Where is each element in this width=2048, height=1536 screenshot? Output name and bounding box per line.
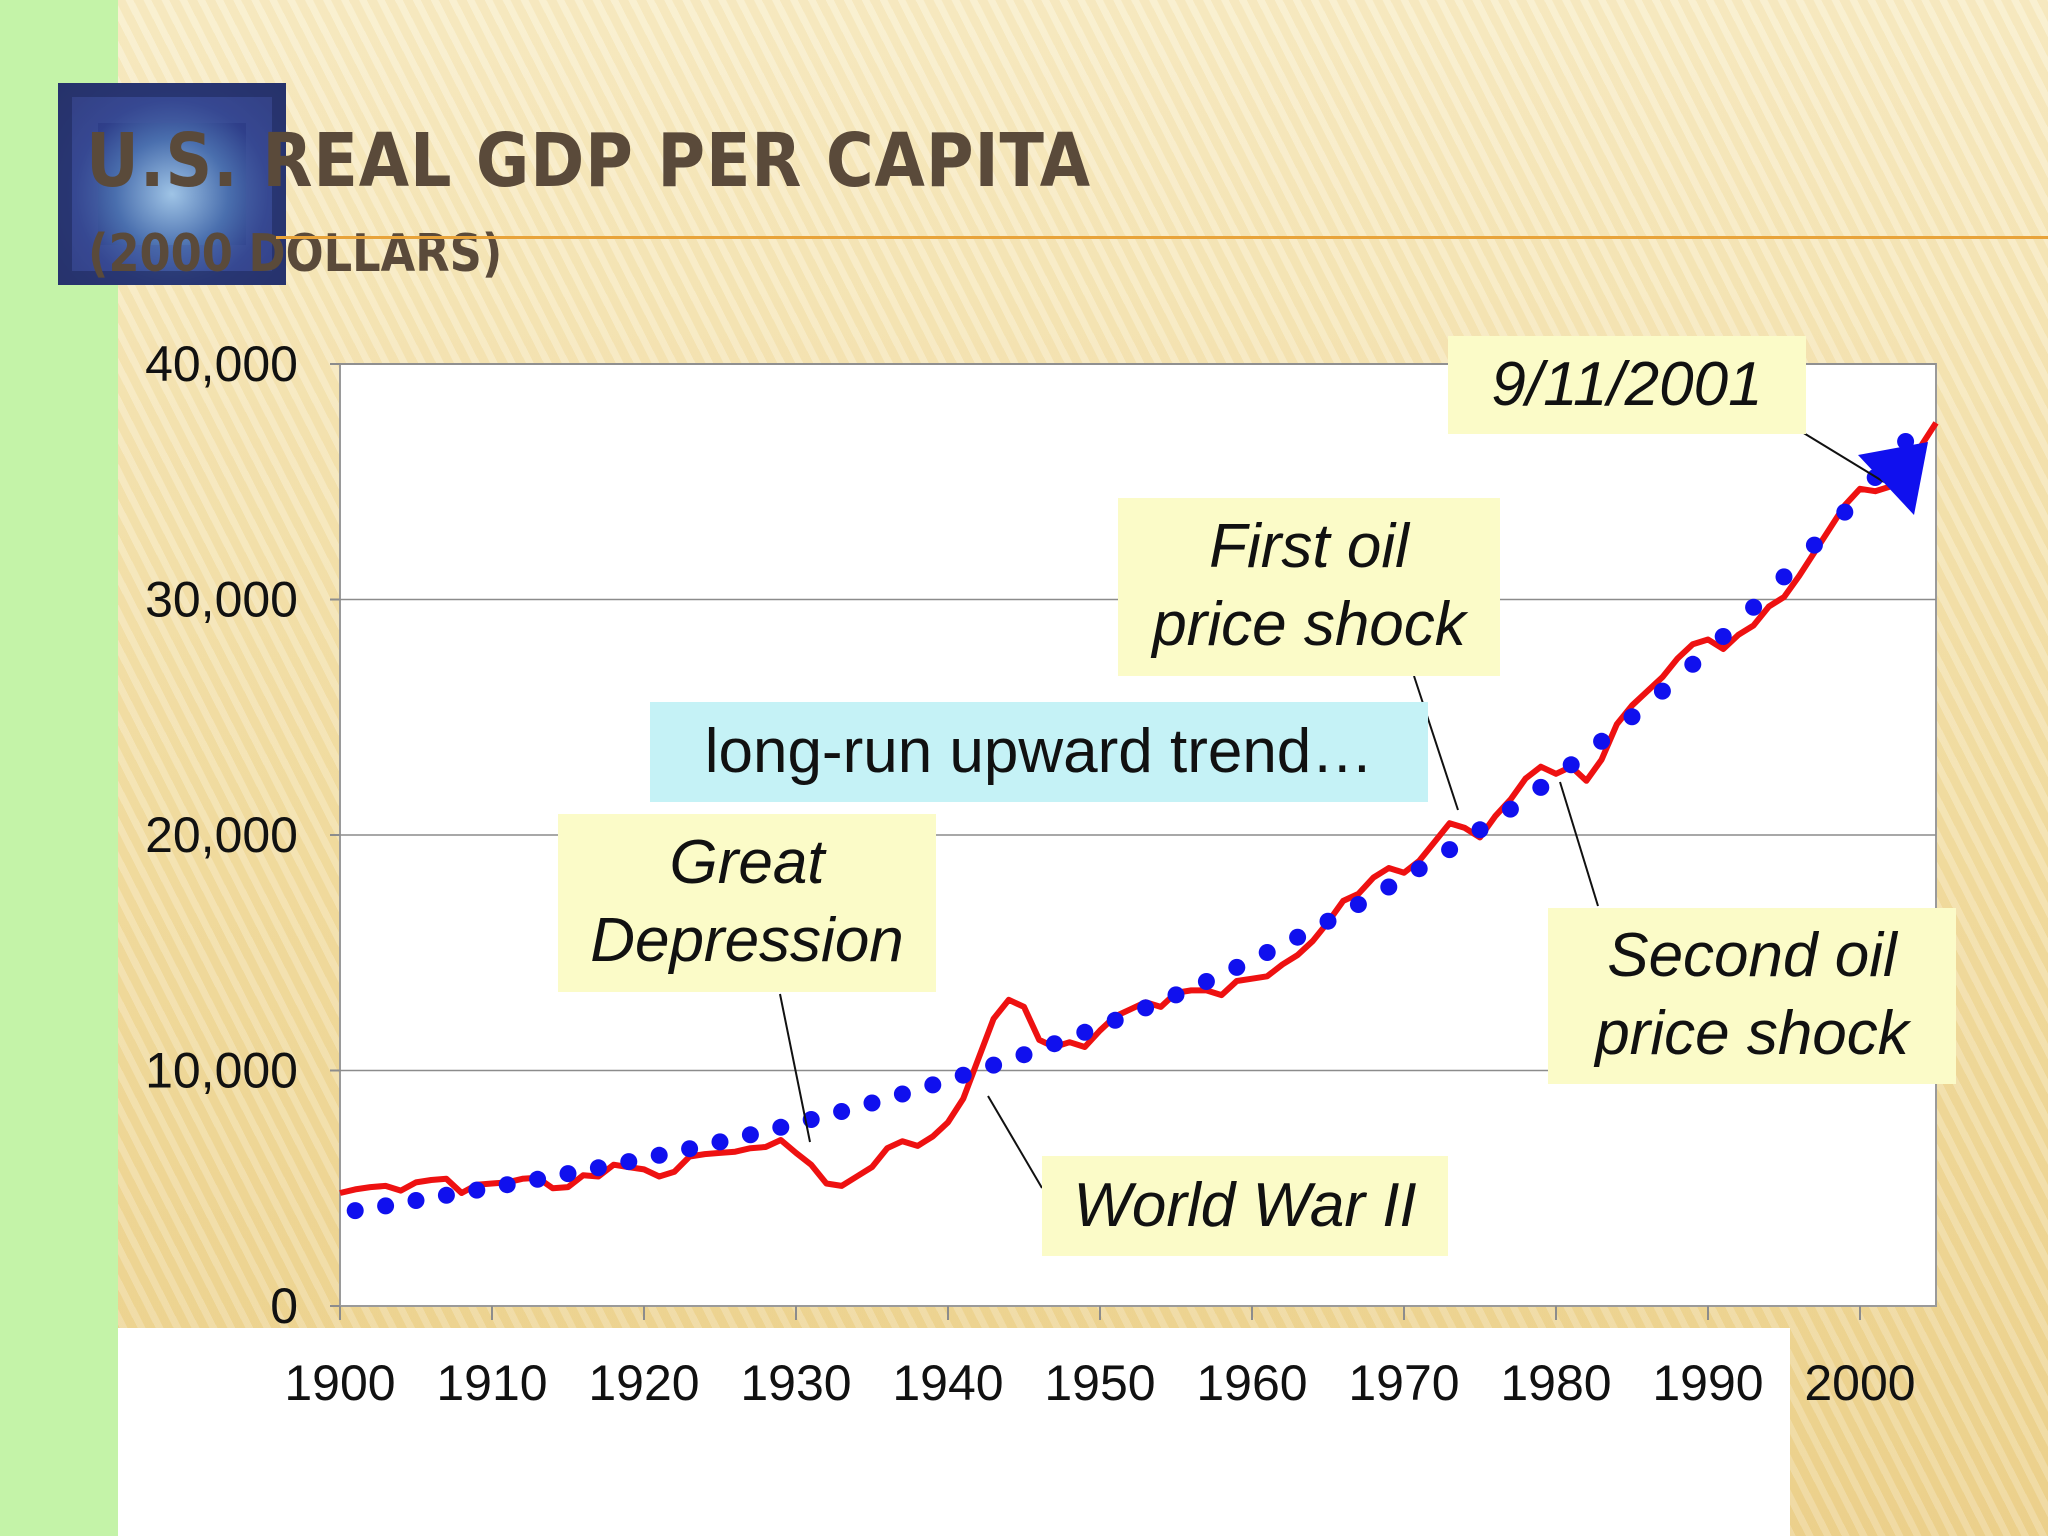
y-tick-label: 10,000 <box>145 1043 298 1099</box>
trend-point <box>741 1126 759 1144</box>
leader-sept-11 <box>1801 431 1885 483</box>
trend-point <box>1593 732 1611 750</box>
trend-point <box>1106 1011 1124 1029</box>
trend-point <box>1015 1046 1033 1064</box>
trend-point <box>1775 568 1793 586</box>
trend-point <box>772 1118 790 1136</box>
x-tick-label: 1970 <box>1348 1355 1459 1411</box>
trend-point <box>437 1186 455 1204</box>
trend-point <box>1137 999 1155 1017</box>
x-tick-label: 1940 <box>892 1355 1003 1411</box>
x-tick-label: 1900 <box>284 1355 395 1411</box>
trend-point <box>650 1146 668 1164</box>
trend-point <box>1410 860 1428 878</box>
x-tick-label: 1920 <box>588 1355 699 1411</box>
x-tick-label: 1950 <box>1044 1355 1155 1411</box>
trend-point <box>1349 896 1367 913</box>
trend-point <box>1258 944 1276 961</box>
slide-title: U.S. REAL GDP PER CAPITA <box>86 118 1092 204</box>
trend-point <box>1501 800 1519 818</box>
y-tick-label: 40,000 <box>145 336 298 392</box>
callout-long-run-trend: long-run upward trend… <box>650 702 1428 802</box>
trend-point <box>620 1153 638 1171</box>
x-tick-label: 1910 <box>436 1355 547 1411</box>
callout-sept-11: 9/11/2001 <box>1448 336 1806 434</box>
trend-point <box>1045 1035 1063 1053</box>
trend-point <box>468 1181 486 1199</box>
leader-great-depression <box>779 993 811 1143</box>
trend-point <box>1471 821 1489 839</box>
callout-first-oil-shock: First oil price shock <box>1118 498 1500 676</box>
callout-first-oil-line1: First oil <box>1209 512 1409 581</box>
title-divider <box>276 236 2048 239</box>
trend-point <box>1836 503 1854 521</box>
trend-point <box>1441 841 1459 859</box>
trend-point <box>1532 778 1550 796</box>
trend-point <box>1745 598 1763 616</box>
x-tick-label: 2000 <box>1804 1355 1915 1411</box>
trend-point <box>954 1066 972 1084</box>
trend-point <box>863 1094 881 1112</box>
trend-point <box>893 1085 911 1103</box>
trend-point <box>529 1170 547 1188</box>
trend-point <box>1805 536 1823 554</box>
x-tick-label: 1980 <box>1500 1355 1611 1411</box>
x-tick-label: 1960 <box>1196 1355 1307 1411</box>
leader-first-oil-shock <box>1413 675 1459 811</box>
trend-point <box>1228 958 1246 976</box>
y-tick-label: 0 <box>270 1278 298 1334</box>
trend-point <box>1319 912 1337 930</box>
callout-second-oil-line2: price shock <box>1595 999 1909 1068</box>
trend-point <box>985 1056 1003 1074</box>
callout-great-depression-line1: Great <box>669 828 825 897</box>
trend-point <box>1653 682 1671 700</box>
trend-point <box>681 1140 699 1158</box>
y-tick-label: 30,000 <box>145 572 298 628</box>
callout-world-war-ii: World War II <box>1042 1156 1448 1256</box>
trend-point <box>1197 973 1215 990</box>
trend-point <box>1167 986 1185 1004</box>
trend-point <box>377 1197 395 1215</box>
trend-point <box>833 1103 851 1120</box>
callout-second-oil-line1: Second oil <box>1607 921 1897 990</box>
callout-first-oil-line2: price shock <box>1152 590 1466 659</box>
trend-point <box>498 1176 516 1194</box>
trend-point <box>711 1133 729 1151</box>
slide-subtitle: (2000 DOLLARS) <box>88 224 503 284</box>
trend-point <box>559 1165 577 1183</box>
trend-point <box>1714 628 1732 645</box>
trend-point <box>1380 878 1398 896</box>
trend-point <box>1684 655 1702 673</box>
axis-label-panel <box>118 1328 1790 1536</box>
trend-point <box>1076 1023 1094 1041</box>
x-tick-label: 1990 <box>1652 1355 1763 1411</box>
callout-great-depression-line2: Depression <box>590 906 904 975</box>
callout-world-war-ii-text: World War II <box>1073 1171 1417 1240</box>
callout-second-oil-shock: Second oil price shock <box>1548 908 1956 1084</box>
sept-11-arrowhead <box>1858 442 1928 515</box>
leader-world-war-ii <box>987 1095 1043 1189</box>
trend-point <box>589 1159 607 1177</box>
title-decoration-image <box>58 83 286 285</box>
leader-second-oil-shock <box>1559 781 1599 907</box>
x-tick-label: 1930 <box>740 1355 851 1411</box>
y-tick-label: 20,000 <box>145 807 298 863</box>
trend-point <box>346 1202 364 1220</box>
callout-sept-11-text: 9/11/2001 <box>1491 350 1763 419</box>
trend-point <box>1289 928 1307 946</box>
trend-point <box>1623 708 1641 726</box>
trend-point <box>1562 756 1580 774</box>
trend-point <box>924 1076 942 1094</box>
trend-point <box>407 1192 425 1209</box>
callout-great-depression: Great Depression <box>558 814 936 992</box>
